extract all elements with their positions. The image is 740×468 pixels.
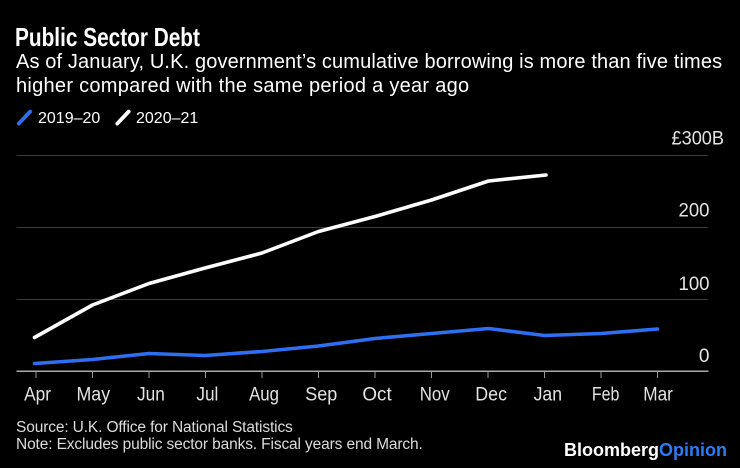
svg-text:Dec: Dec: [475, 385, 507, 406]
svg-text:Jul: Jul: [196, 385, 218, 406]
svg-text:100: 100: [679, 274, 710, 295]
svg-text:May: May: [77, 385, 111, 406]
svg-text:£300B: £300B: [672, 129, 725, 150]
svg-text:Aug: Aug: [249, 385, 279, 406]
svg-text:Mar: Mar: [643, 385, 673, 406]
svg-text:Feb: Feb: [592, 385, 620, 406]
svg-text:200: 200: [679, 201, 710, 222]
svg-text:Jun: Jun: [137, 385, 165, 406]
svg-text:Apr: Apr: [24, 385, 52, 406]
svg-text:Sep: Sep: [305, 385, 337, 406]
svg-text:Oct: Oct: [362, 385, 392, 406]
svg-text:Jan: Jan: [534, 385, 563, 406]
svg-text:Nov: Nov: [420, 385, 450, 406]
svg-text:0: 0: [699, 346, 710, 367]
